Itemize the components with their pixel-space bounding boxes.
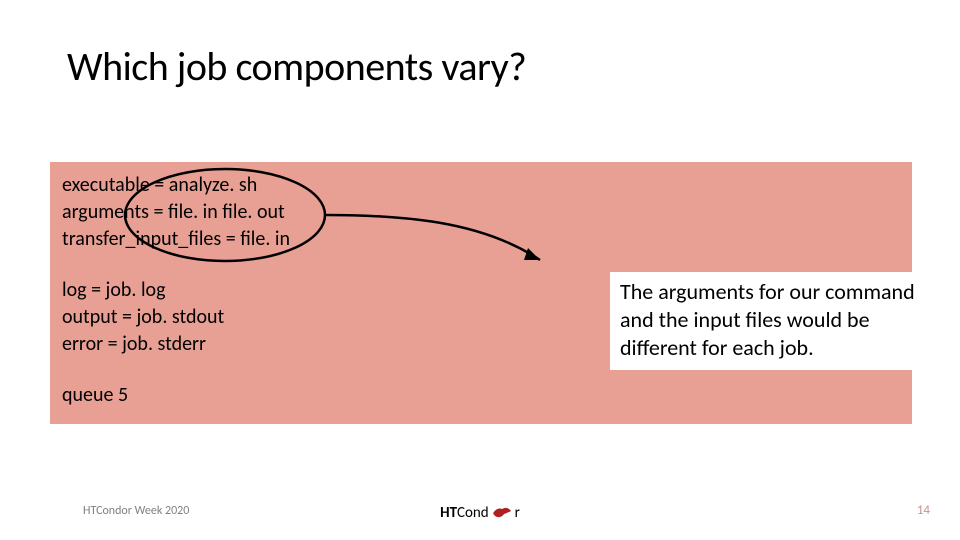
code-line: arguments = file. in file. out: [62, 199, 900, 226]
brand-ht: HT: [440, 504, 457, 522]
bird-icon: [491, 505, 513, 521]
code-line: queue 5: [62, 382, 900, 409]
slide-title: Which job components vary?: [67, 42, 526, 91]
slide: Which job components vary? executable = …: [0, 0, 960, 540]
brand-r: r: [515, 504, 520, 522]
footer-logo: HTCond r: [440, 504, 520, 522]
brand-text: HTCond: [440, 504, 489, 522]
page-number: 14: [917, 503, 930, 518]
code-line: executable = analyze. sh: [62, 172, 900, 199]
callout-box: The arguments for our command and the in…: [610, 272, 938, 370]
code-line: transfer_input_files = file. in: [62, 226, 900, 253]
code-chunk-1: executable = analyze. sh arguments = fil…: [62, 172, 900, 253]
footer-left: HTCondor Week 2020: [83, 504, 189, 518]
brand-cond: Cond: [457, 504, 489, 522]
code-chunk-3: queue 5: [62, 382, 900, 409]
